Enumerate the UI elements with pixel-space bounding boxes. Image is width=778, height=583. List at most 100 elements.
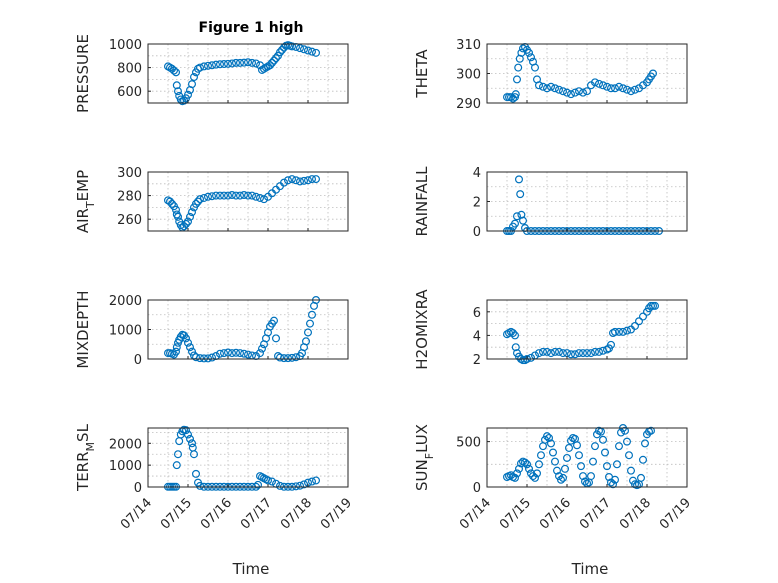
- axes-frame: [486, 427, 688, 488]
- y-axis-label-text: SUN: [413, 459, 431, 491]
- data-point: [172, 205, 181, 214]
- data-point: [174, 212, 183, 221]
- data-point: [236, 191, 245, 200]
- y-tick-label: 2: [473, 196, 481, 211]
- data-point: [244, 58, 253, 67]
- data-point: [534, 460, 543, 469]
- data-point: [618, 327, 627, 336]
- data-point: [254, 480, 263, 489]
- y-tick-label: 6: [473, 306, 481, 321]
- data-point: [526, 353, 535, 362]
- y-tick-label: 2000: [109, 294, 142, 309]
- data-point: [252, 192, 261, 201]
- data-point: [602, 82, 611, 91]
- y-axis-label-subscript: M: [84, 442, 97, 452]
- data-point: [574, 451, 583, 460]
- data-point: [186, 212, 195, 221]
- data-point: [200, 193, 209, 202]
- data-point: [546, 439, 555, 448]
- data-point: [196, 354, 205, 363]
- data-point: [630, 321, 639, 330]
- data-point: [570, 88, 579, 97]
- data-point: [260, 195, 269, 204]
- data-point: [182, 219, 191, 228]
- data-point: [648, 69, 657, 78]
- y-axis-label: RAINFALL: [413, 166, 431, 237]
- data-point: [524, 464, 533, 473]
- data-point: [244, 350, 253, 359]
- y-tick-label: 500: [456, 436, 481, 451]
- data-point: [312, 48, 321, 57]
- data-point: [296, 44, 305, 53]
- data-point: [562, 88, 571, 97]
- data-point: [276, 48, 285, 57]
- data-point: [514, 175, 523, 184]
- data-point: [228, 59, 237, 68]
- data-point: [574, 349, 583, 358]
- data-point: [268, 58, 277, 67]
- y-axis-label-text: MIXDEPTH: [74, 290, 92, 368]
- data-point: [308, 175, 317, 184]
- subplot-theta: 290 300 310 THETA: [413, 38, 688, 112]
- data-point: [204, 61, 213, 70]
- data-point: [526, 53, 535, 62]
- data-point: [564, 443, 573, 452]
- data-point: [546, 349, 555, 358]
- data-point: [204, 354, 213, 363]
- data-point: [300, 176, 309, 185]
- data-point: [590, 347, 599, 356]
- data-point: [304, 328, 313, 337]
- data-point: [646, 426, 655, 435]
- data-point: [300, 45, 309, 54]
- data-point: [304, 46, 313, 55]
- x-axis-label: Time: [232, 560, 270, 578]
- data-point: [256, 193, 265, 202]
- data-point: [550, 457, 559, 466]
- x-axis-label: Time: [571, 560, 609, 578]
- y-tick-label: 280: [117, 190, 142, 205]
- data-point: [256, 349, 265, 358]
- data-point: [598, 81, 607, 90]
- subplot-rainfall: 0 2 4 RAINFALL: [413, 166, 688, 240]
- data-point: [618, 84, 627, 93]
- data-point: [208, 353, 217, 362]
- data-point: [240, 58, 249, 67]
- subplot-pressure: 600 800 1000 PRESSURE: [74, 34, 349, 113]
- data-point: [586, 349, 595, 358]
- y-tick-label: 4: [473, 166, 481, 181]
- y-tick-label: 0: [134, 353, 142, 368]
- data-point: [550, 347, 559, 356]
- data-point: [514, 464, 523, 473]
- data-point: [578, 88, 587, 97]
- data-point: [216, 191, 225, 200]
- data-point: [180, 222, 189, 231]
- data-point: [616, 428, 625, 437]
- data-point: [542, 84, 551, 93]
- data-point: [188, 347, 197, 356]
- data-point: [302, 337, 311, 346]
- y-axis-label-subscript: T: [84, 201, 97, 209]
- data-point: [264, 476, 273, 485]
- data-point: [184, 217, 193, 226]
- data-point: [280, 354, 289, 363]
- y-axis-label: PRESSURE: [74, 34, 92, 113]
- y-tick-label: 2000: [109, 437, 142, 452]
- data-point: [536, 451, 545, 460]
- data-point: [212, 60, 221, 69]
- data-point: [280, 178, 289, 187]
- y-tick-label: 0: [473, 481, 481, 496]
- data-point: [174, 87, 183, 96]
- data-point: [620, 426, 629, 435]
- data-point: [276, 481, 285, 490]
- data-point: [610, 327, 619, 336]
- y-tick-label: 800: [117, 62, 142, 77]
- data-point: [566, 90, 575, 99]
- data-point: [248, 191, 257, 200]
- data-point: [196, 481, 205, 490]
- data-point: [174, 450, 183, 459]
- data-point: [614, 327, 623, 336]
- data-point: [278, 45, 287, 54]
- data-point: [200, 62, 209, 71]
- data-point: [308, 47, 317, 56]
